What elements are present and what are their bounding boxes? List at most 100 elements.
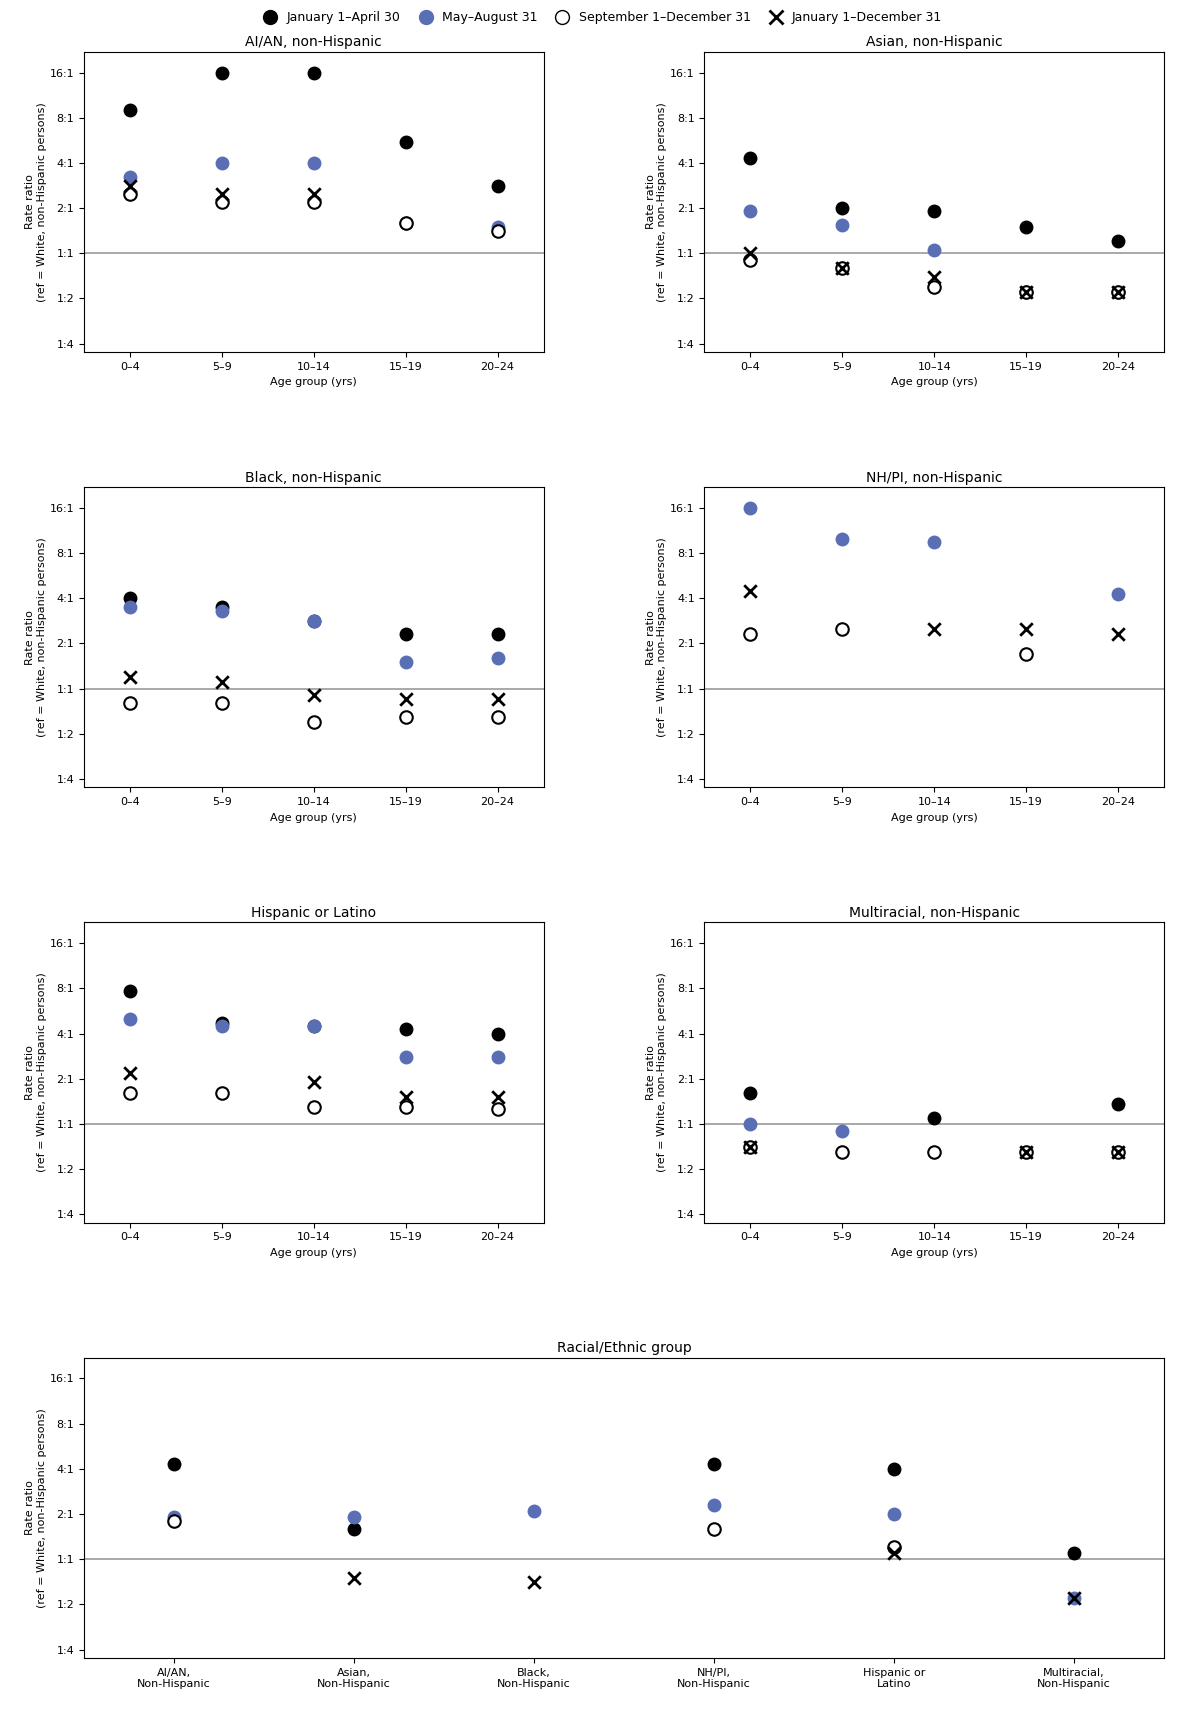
Point — [1016, 278, 1036, 306]
Title: AI/AN, non-Hispanic: AI/AN, non-Hispanic — [246, 35, 382, 50]
Point — [1016, 1138, 1036, 1166]
Point — [833, 211, 852, 238]
Point — [488, 703, 508, 731]
Point — [1109, 278, 1128, 306]
Point — [120, 663, 139, 691]
Point — [396, 1015, 415, 1043]
Point — [524, 1568, 544, 1596]
Y-axis label: Rate ratio
(ref = White, non-Hispanic persons): Rate ratio (ref = White, non-Hispanic pe… — [646, 972, 667, 1173]
Point — [120, 584, 139, 611]
Point — [304, 1069, 323, 1097]
Title: Asian, non-Hispanic: Asian, non-Hispanic — [866, 35, 1002, 50]
Point — [740, 494, 760, 522]
Point — [488, 218, 508, 245]
Point — [304, 59, 323, 86]
Point — [396, 209, 415, 237]
Point — [304, 608, 323, 636]
Point — [396, 1043, 415, 1071]
Point — [396, 128, 415, 155]
Point — [488, 620, 508, 648]
Point — [833, 254, 852, 282]
Point — [304, 608, 323, 636]
X-axis label: Age group (yrs): Age group (yrs) — [890, 1249, 978, 1257]
X-axis label: Age group (yrs): Age group (yrs) — [270, 376, 358, 387]
Point — [304, 682, 323, 710]
X-axis label: Age group (yrs): Age group (yrs) — [270, 1249, 358, 1257]
Point — [1109, 620, 1128, 648]
Point — [488, 1019, 508, 1047]
Point — [884, 1501, 904, 1528]
X-axis label: Age group (yrs): Age group (yrs) — [890, 376, 978, 387]
Point — [212, 1012, 232, 1040]
Point — [1064, 1584, 1084, 1611]
Point — [1064, 1584, 1084, 1611]
Point — [740, 240, 760, 268]
Point — [212, 59, 232, 86]
Point — [488, 1083, 508, 1110]
X-axis label: Age group (yrs): Age group (yrs) — [890, 813, 978, 822]
Point — [884, 1534, 904, 1561]
Title: NH/PI, non-Hispanic: NH/PI, non-Hispanic — [866, 470, 1002, 485]
Point — [740, 1133, 760, 1161]
Y-axis label: Rate ratio
(ref = White, non-Hispanic persons): Rate ratio (ref = White, non-Hispanic pe… — [25, 972, 47, 1173]
Point — [1016, 212, 1036, 240]
Point — [704, 1490, 724, 1518]
Point — [396, 620, 415, 648]
Point — [120, 592, 139, 620]
Point — [212, 668, 232, 696]
Point — [120, 1059, 139, 1086]
Point — [833, 615, 852, 642]
Point — [833, 1117, 852, 1145]
Point — [344, 1515, 364, 1542]
Point — [212, 149, 232, 176]
Point — [1109, 580, 1128, 608]
Point — [740, 1133, 760, 1161]
Point — [925, 1138, 944, 1166]
Point — [833, 195, 852, 223]
Point — [1016, 615, 1036, 642]
Point — [488, 1043, 508, 1071]
Point — [740, 1110, 760, 1138]
Legend: January 1–April 30, May–August 31, September 1–December 31, January 1–December 3: January 1–April 30, May–August 31, Septe… — [253, 7, 947, 29]
Point — [120, 173, 139, 200]
Point — [396, 1093, 415, 1121]
Point — [120, 689, 139, 717]
Point — [120, 97, 139, 124]
Point — [488, 644, 508, 672]
Point — [884, 1539, 904, 1566]
Point — [1016, 641, 1036, 668]
Point — [396, 703, 415, 731]
Point — [740, 1079, 760, 1107]
Point — [396, 648, 415, 675]
Point — [925, 1104, 944, 1131]
Y-axis label: Rate ratio
(ref = White, non-Hispanic persons): Rate ratio (ref = White, non-Hispanic pe… — [646, 102, 667, 302]
Point — [344, 1504, 364, 1532]
Point — [1016, 278, 1036, 306]
Point — [740, 577, 760, 604]
Point — [212, 598, 232, 625]
Point — [833, 254, 852, 282]
Point — [396, 1083, 415, 1110]
Point — [304, 149, 323, 176]
Point — [120, 180, 139, 207]
Point — [304, 1012, 323, 1040]
Point — [164, 1451, 184, 1478]
Point — [396, 686, 415, 713]
Point — [212, 1009, 232, 1036]
Point — [740, 145, 760, 173]
Point — [120, 977, 139, 1005]
Point — [488, 1095, 508, 1123]
Point — [304, 188, 323, 216]
Point — [1109, 278, 1128, 306]
Point — [1016, 1138, 1036, 1166]
Point — [925, 263, 944, 290]
Point — [120, 1005, 139, 1033]
Point — [925, 615, 944, 642]
Point — [1109, 228, 1128, 256]
Point — [740, 197, 760, 225]
Title: Multiracial, non-Hispanic: Multiracial, non-Hispanic — [848, 907, 1020, 920]
Point — [212, 180, 232, 207]
Point — [212, 592, 232, 620]
Point — [1016, 278, 1036, 306]
Point — [212, 1079, 232, 1107]
